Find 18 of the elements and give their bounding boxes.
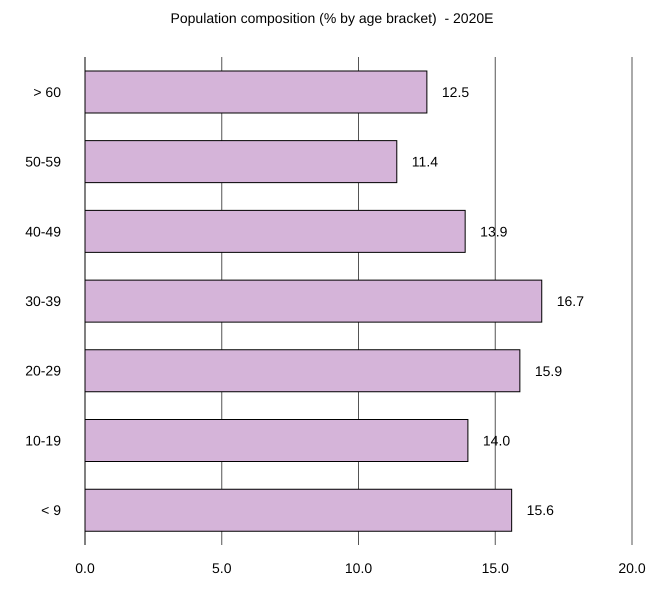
- chart-title: Population composition (% by age bracket) - 2020E: [170, 9, 494, 28]
- y-tick-label: < 9: [41, 502, 62, 518]
- x-tick-label: 15.0: [482, 560, 510, 576]
- x-tick-label: 10.0: [344, 560, 372, 576]
- y-tick-label: 40-49: [25, 223, 62, 240]
- y-tick-label: 30-39: [25, 292, 62, 309]
- y-tick-label: 10-19: [25, 432, 62, 448]
- data-label: 16.7: [556, 293, 584, 310]
- data-label: 12.5: [442, 84, 470, 100]
- y-tick-label: 20-29: [25, 362, 62, 379]
- data-label: 15.9: [534, 362, 562, 379]
- y-tick-label: > 60: [33, 84, 62, 100]
- x-tick-label: 0.0: [75, 560, 95, 576]
- x-tick-label: 20.0: [618, 560, 646, 576]
- y-tick-label: 50-59: [25, 154, 62, 170]
- x-tick-label: 5.0: [212, 560, 232, 576]
- data-label: 11.4: [412, 154, 438, 170]
- data-label: 15.6: [526, 502, 554, 518]
